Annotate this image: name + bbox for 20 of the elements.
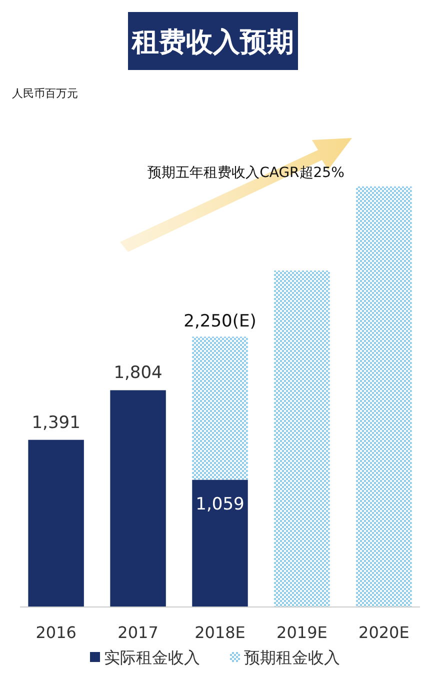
text: 人民币百万元 [12, 87, 78, 100]
x-tick-label: 2020E [358, 623, 410, 642]
data-label: 1,804 [114, 363, 162, 384]
bar [356, 186, 412, 607]
bar [110, 390, 166, 607]
x-tick-label: 2017 [118, 623, 158, 642]
text: 预期五年租费收入CAGR超25% [148, 165, 344, 181]
bar [192, 480, 248, 607]
total-label: 2,250(E) [184, 312, 256, 332]
data-label: 1,391 [32, 412, 80, 433]
bar [274, 270, 330, 607]
data-label: 1,059 [196, 494, 244, 515]
bar [192, 336, 248, 480]
x-tick-label: 2016 [36, 623, 76, 642]
legend-label: 实际租金收入 [104, 648, 200, 667]
x-tick-label: 2018E [194, 623, 246, 642]
legend-label: 预期租金收入 [244, 648, 340, 667]
bar [28, 440, 84, 607]
chart-title: 租费收入预期 [131, 27, 294, 58]
x-tick-label: 2019E [276, 623, 328, 642]
